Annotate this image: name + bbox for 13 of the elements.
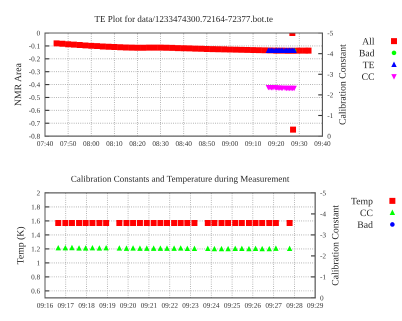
legend-label: Bad: [358, 221, 373, 228]
legend-label: CC: [360, 210, 372, 216]
legend-label: CC: [362, 73, 374, 80]
y-axis-title: Temp (K): [16, 226, 26, 264]
legend-label: Bad: [359, 50, 374, 56]
chart-title: TE Plot for data/1233474300.72164-72377.bot.te: [94, 16, 273, 22]
y2-axis-title: Calibration Constant: [338, 44, 346, 125]
y2-axis-title: Calibration Constant: [332, 205, 338, 286]
legend-label: All: [362, 38, 374, 44]
chart-title: Calibration Constants and Temperature during Measurement: [71, 176, 290, 184]
legend-label: TE: [362, 62, 374, 68]
y-axis-title: NMR Area: [14, 63, 22, 106]
legend-label: Temp: [351, 198, 373, 206]
